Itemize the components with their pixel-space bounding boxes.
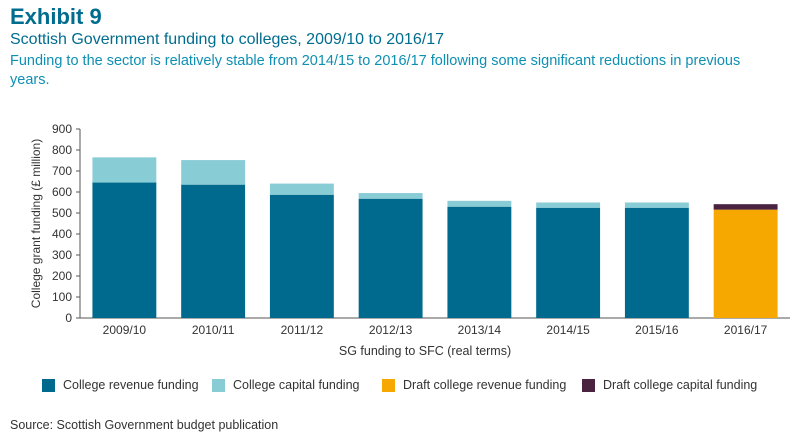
y-tick-label: 300 (52, 248, 72, 262)
x-tick-label: 2009/10 (103, 323, 147, 337)
legend-label-draft-capital: Draft college capital funding (603, 378, 758, 392)
y-tick-label: 0 (65, 311, 72, 325)
y-tick-label: 400 (52, 227, 72, 241)
bar-capital (447, 200, 512, 207)
x-tick-label: 2014/15 (546, 323, 590, 337)
bar-revenue (447, 206, 512, 318)
legend-swatch-draft-revenue (382, 378, 395, 392)
x-tick-label: 2012/13 (369, 323, 413, 337)
funding-bar-chart: 0 100 200 300 400 500 600 700 800 900 2009/10 2010/… (29, 122, 790, 358)
legend-label-draft-revenue: Draft college revenue funding (403, 378, 567, 392)
bar-draft-capital (713, 204, 778, 210)
bar-capital (181, 160, 246, 185)
y-tick-label: 800 (52, 143, 72, 157)
bar-draft-revenue (713, 209, 778, 318)
bar-capital (358, 193, 423, 199)
bar-capital (536, 202, 601, 208)
x-axis-label: SG funding to SFC (real terms) (339, 344, 511, 358)
bar-capital (269, 183, 334, 195)
y-tick-label: 500 (52, 206, 72, 220)
bar-capital (92, 157, 157, 183)
y-tick-label: 900 (52, 122, 72, 136)
bar-revenue (358, 198, 423, 318)
chart-title: Scottish Government funding to colleges,… (10, 31, 445, 48)
x-tick-label: 2011/12 (281, 323, 324, 337)
legend-item-draft-revenue: Draft college revenue funding (382, 378, 566, 392)
x-tick-label: 2010/11 (192, 323, 235, 337)
x-tick-label: 2015/16 (635, 323, 679, 337)
legend-label-revenue: College revenue funding (63, 378, 199, 392)
y-tick-label: 600 (52, 185, 72, 199)
source-note: Source: Scottish Government budget publi… (10, 418, 279, 432)
y-tick-label: 100 (52, 290, 72, 304)
bar-revenue (92, 182, 157, 318)
chart-subtitle: Funding to the sector is relatively stab… (10, 53, 741, 88)
legend-item-draft-capital: Draft college capital funding (582, 378, 757, 392)
exhibit-label: Exhibit 9 (10, 4, 102, 29)
legend-label-capital: College capital funding (233, 378, 360, 392)
bar-revenue (624, 207, 689, 318)
x-tick-label: 2013/14 (458, 323, 502, 337)
y-tick-label: 200 (52, 269, 72, 283)
bar-revenue (536, 207, 601, 318)
legend-swatch-draft-capital (582, 378, 595, 392)
y-axis-label: College grant funding (£ million) (29, 139, 43, 308)
legend-item-revenue: College revenue funding (42, 378, 199, 392)
x-tick-label: 2016/17 (724, 323, 768, 337)
bar-capital (624, 202, 689, 208)
legend-swatch-capital (212, 378, 225, 392)
legend-item-capital: College capital funding (212, 378, 359, 392)
bar-revenue (181, 184, 246, 318)
bar-revenue (269, 194, 334, 318)
legend-swatch-revenue (42, 378, 55, 392)
y-tick-label: 700 (52, 164, 72, 178)
